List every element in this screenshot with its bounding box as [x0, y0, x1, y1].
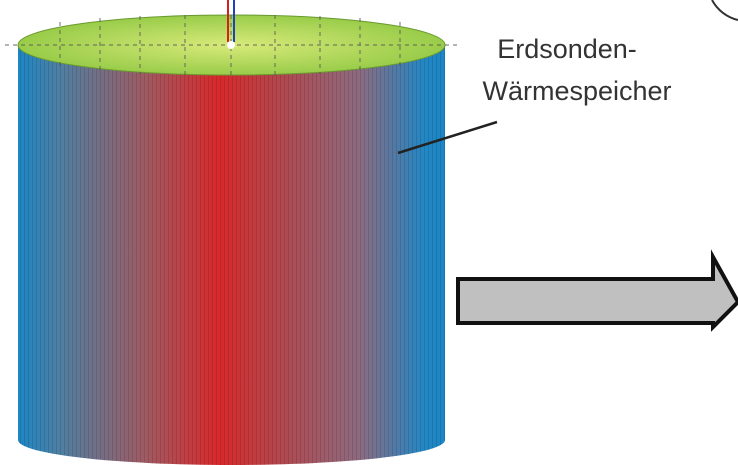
- circle-edge: [711, 0, 738, 21]
- arrow: [456, 249, 738, 332]
- storage-cylinder: [5, 0, 460, 465]
- label-line: Erdsonden-: [497, 34, 637, 64]
- leader-line: [397, 120, 498, 155]
- label-line: Wärmespeicher: [482, 76, 671, 106]
